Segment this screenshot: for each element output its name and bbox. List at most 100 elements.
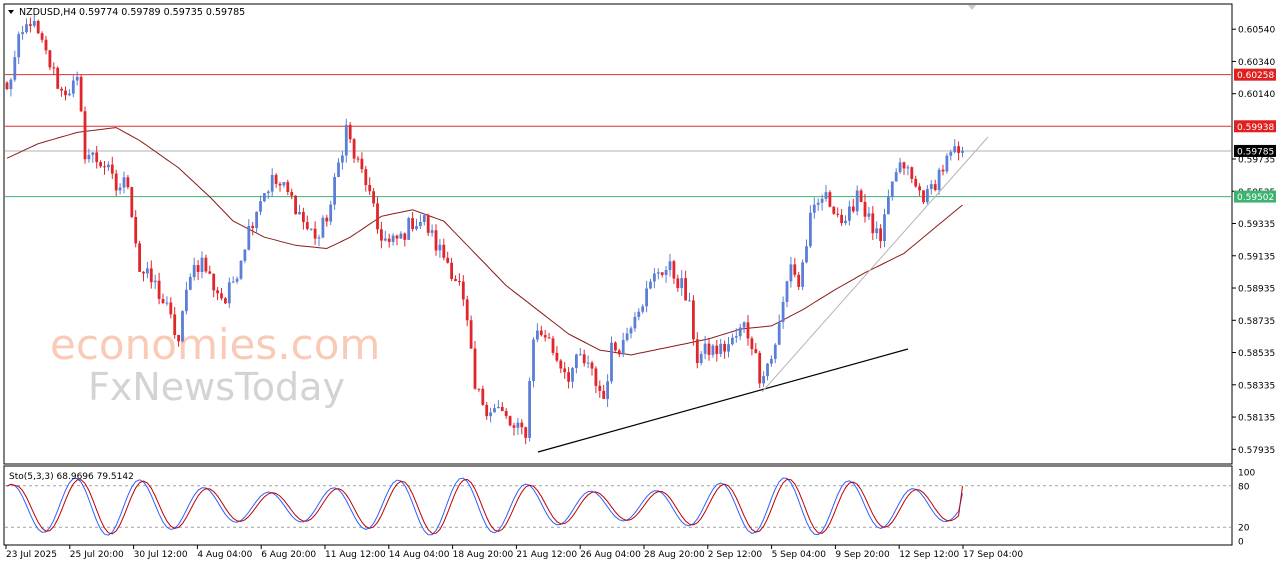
price-tick-label: 0.60540	[1238, 26, 1275, 36]
candle	[110, 156, 114, 180]
horizontal-levels	[5, 74, 1231, 198]
candle	[625, 327, 629, 342]
time-tick-label: 9 Sep 20:00	[835, 550, 890, 560]
candle	[500, 402, 504, 412]
candle	[391, 233, 395, 246]
ohlc-label: 0.59774 0.59789 0.59735 0.59785	[79, 7, 245, 18]
candle	[836, 207, 840, 218]
candle	[957, 141, 960, 161]
candle	[60, 86, 63, 97]
candle	[239, 260, 243, 281]
candle	[758, 350, 762, 389]
candle	[773, 342, 777, 364]
candle	[220, 288, 223, 301]
candle	[567, 367, 570, 389]
candle	[477, 388, 481, 392]
candle	[231, 276, 235, 284]
candle	[341, 150, 344, 170]
candle	[727, 337, 730, 358]
candle	[278, 182, 282, 192]
candle	[723, 340, 726, 359]
ascending-support-trendline[interactable]	[537, 348, 909, 453]
candle	[298, 204, 301, 215]
oscillator-tick-label: 80	[1238, 482, 1250, 492]
candle	[676, 274, 680, 292]
candle	[660, 272, 664, 278]
candle	[543, 330, 547, 342]
price-tag-label: 0.59502	[1237, 193, 1274, 203]
candle	[422, 213, 426, 226]
main-panel[interactable]	[3, 3, 1233, 465]
price-tick-label: 0.57935	[1238, 446, 1275, 456]
candle	[859, 188, 863, 203]
channel-trendline[interactable]	[761, 136, 989, 393]
candle	[497, 400, 500, 409]
candle	[79, 74, 83, 113]
candle	[313, 221, 317, 245]
candle	[360, 152, 364, 174]
price-tick-label: 0.59335	[1238, 220, 1275, 230]
candle	[914, 175, 918, 188]
candle	[590, 360, 594, 376]
candle	[286, 179, 290, 196]
candle	[9, 77, 13, 97]
candle	[161, 293, 165, 305]
candle	[173, 307, 177, 339]
candle	[44, 35, 48, 55]
candle	[637, 308, 641, 321]
candle	[863, 194, 867, 223]
time-tick-label: 28 Aug 20:00	[644, 550, 705, 560]
candle	[438, 239, 442, 258]
candle	[688, 292, 691, 302]
candle	[294, 195, 297, 215]
candle	[602, 384, 606, 400]
candle	[797, 272, 801, 291]
price-tick-label: 0.60340	[1238, 58, 1275, 68]
candle	[695, 332, 699, 369]
time-tick-label: 17 Sep 04:00	[963, 550, 1023, 560]
candle	[149, 260, 153, 289]
candle	[177, 334, 180, 347]
candle	[762, 371, 765, 387]
candle	[680, 270, 684, 296]
candle	[305, 215, 309, 231]
candle	[434, 224, 438, 256]
candle	[188, 273, 192, 291]
candle	[114, 169, 118, 196]
price-tick-label: 0.58935	[1238, 285, 1275, 295]
candle	[68, 89, 71, 97]
candle	[403, 232, 407, 247]
candle	[270, 168, 274, 197]
candle	[715, 339, 719, 362]
candle	[83, 106, 87, 164]
candle	[684, 270, 687, 301]
chart-shift-marker-icon[interactable]	[968, 5, 976, 10]
candle	[13, 50, 17, 82]
candle	[142, 271, 145, 282]
candle	[563, 361, 567, 379]
candle	[395, 234, 399, 246]
dropdown-triangle-icon[interactable]	[8, 10, 14, 14]
candle	[933, 179, 937, 192]
candle	[750, 336, 754, 356]
price-tag-box	[1234, 120, 1276, 133]
candle	[516, 417, 520, 435]
candle	[263, 193, 266, 203]
candle	[809, 205, 812, 249]
candle	[575, 353, 578, 374]
time-tick-label: 23 Jul 2025	[6, 550, 57, 560]
candle	[746, 315, 750, 346]
candle	[290, 188, 294, 200]
candle	[309, 228, 313, 231]
candle	[21, 25, 24, 40]
candle	[493, 403, 496, 413]
candle	[356, 155, 360, 163]
candle	[489, 407, 492, 423]
oscillator-panel[interactable]	[3, 465, 1233, 546]
oscillator-tick-label: 20	[1238, 524, 1250, 534]
candle	[200, 251, 204, 279]
time-tick-label: 5 Sep 04:00	[772, 550, 827, 560]
candle	[649, 278, 652, 290]
oscillator-tick-label: 100	[1238, 469, 1255, 479]
